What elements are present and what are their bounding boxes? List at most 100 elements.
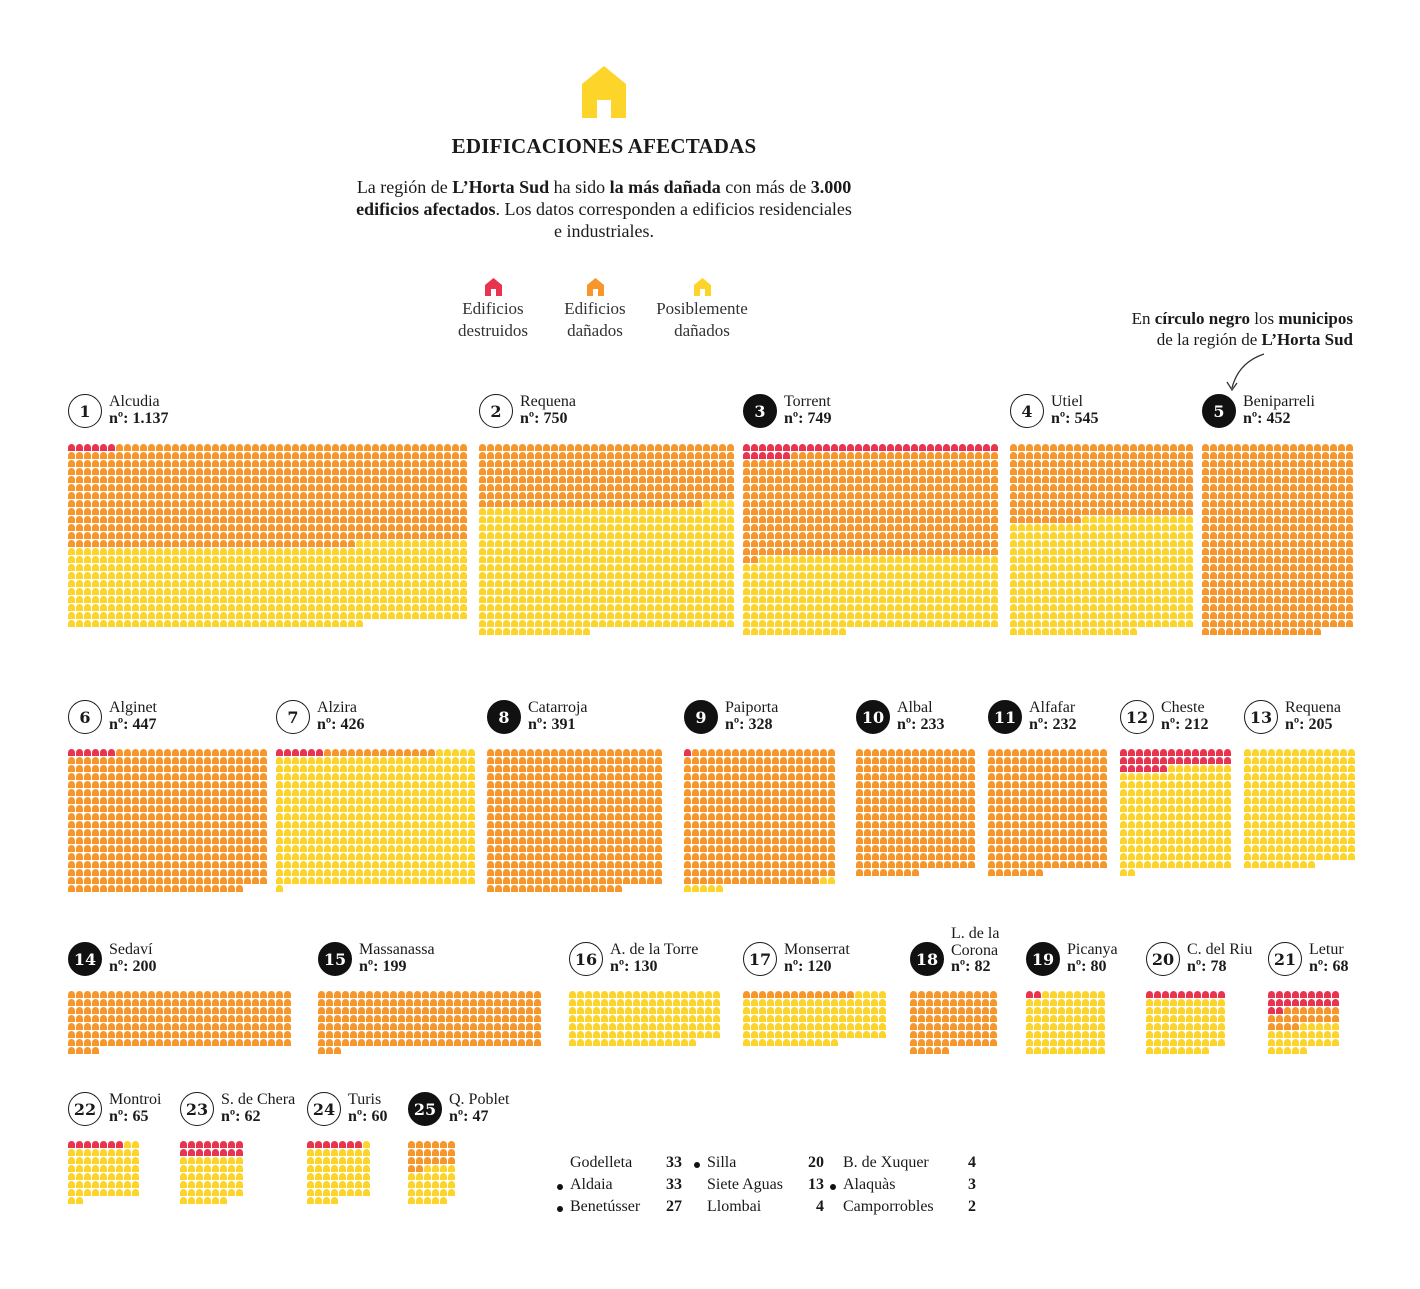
building-icon-damaged (1306, 596, 1313, 603)
building-icon-possibly (356, 620, 363, 627)
building-icon-damaged (1242, 524, 1249, 531)
building-icon-damaged (871, 452, 878, 459)
building-icon-damaged (188, 468, 195, 475)
building-icon-damaged (543, 789, 550, 796)
building-icon-possibly (591, 564, 598, 571)
building-icon-damaged (140, 789, 147, 796)
building-icon-damaged (1066, 508, 1073, 515)
building-icon-possibly (260, 572, 267, 579)
building-icon-damaged (535, 492, 542, 499)
building-icon-damaged (1026, 508, 1033, 515)
building-icon-damaged (124, 861, 131, 868)
building-icon-possibly (468, 757, 475, 764)
building-icon-damaged (823, 500, 830, 507)
building-icon-possibly (623, 572, 630, 579)
building-icon-possibly (639, 524, 646, 531)
building-icon-possibly (911, 588, 918, 595)
building-icon-possibly (519, 516, 526, 523)
building-icon-damaged (268, 468, 275, 475)
building-icon-possibly (951, 612, 958, 619)
building-icon-damaged (543, 837, 550, 844)
building-icon-damaged (967, 468, 974, 475)
building-icon-damaged (204, 821, 211, 828)
building-icon-damaged (1338, 572, 1345, 579)
building-icon-damaged (132, 540, 139, 547)
building-icon-possibly (444, 853, 451, 860)
building-icon-damaged (847, 524, 854, 531)
building-icon-possibly (68, 588, 75, 595)
building-icon-damaged (1274, 524, 1281, 531)
building-icon-damaged (607, 773, 614, 780)
building-icon-possibly (639, 588, 646, 595)
building-icon-damaged (236, 845, 243, 852)
building-icon-damaged (100, 805, 107, 812)
building-icon-damaged (631, 492, 638, 499)
building-icon-possibly (511, 564, 518, 571)
building-icon-possibly (951, 580, 958, 587)
building-icon-damaged (895, 476, 902, 483)
building-icon-possibly (204, 572, 211, 579)
building-icon-damaged (364, 460, 371, 467)
building-icon-damaged (935, 476, 942, 483)
building-icon-damaged (671, 476, 678, 483)
building-icon-damaged (164, 500, 171, 507)
building-icon-damaged (1250, 580, 1257, 587)
building-icon-damaged (212, 837, 219, 844)
building-icon-possibly (364, 861, 371, 868)
building-icon-possibly (1178, 580, 1185, 587)
building-icon-possibly (204, 588, 211, 595)
building-icon-possibly (719, 556, 726, 563)
building-icon-damaged (1250, 468, 1257, 475)
building-icon-damaged (1162, 492, 1169, 499)
building-icon-damaged (1346, 508, 1353, 515)
building-icon-damaged (228, 829, 235, 836)
building-icon-possibly (252, 620, 259, 627)
building-icon-damaged (100, 885, 107, 892)
building-icon-possibly (863, 620, 870, 627)
building-icon-damaged (124, 508, 131, 515)
building-icon-damaged (1074, 508, 1081, 515)
building-icon-damaged (148, 821, 155, 828)
building-icon-possibly (751, 580, 758, 587)
building-icon-possibly (607, 516, 614, 523)
building-icon-possibly (1130, 596, 1137, 603)
building-icon-possibly (140, 620, 147, 627)
building-icon-possibly (132, 580, 139, 587)
building-icon-possibly (460, 749, 467, 756)
building-icon-possibly (935, 620, 942, 627)
building-icon-possibly (460, 821, 467, 828)
building-icon-damaged (879, 516, 886, 523)
building-icon-possibly (452, 853, 459, 860)
building-icon-damaged (1274, 508, 1281, 515)
building-icon-possibly (1034, 596, 1041, 603)
building-icon-damaged (340, 508, 347, 515)
building-icon-possibly (879, 572, 886, 579)
building-icon-damaged (559, 781, 566, 788)
building-icon-possibly (1170, 604, 1177, 611)
building-icon-damaged (244, 484, 251, 491)
building-icon-damaged (68, 532, 75, 539)
building-icon-damaged (204, 861, 211, 868)
building-icon-possibly (364, 805, 371, 812)
building-icon-damaged (655, 492, 662, 499)
building-icon-possibly (487, 540, 494, 547)
building-icon-damaged (831, 492, 838, 499)
building-icon-damaged (871, 460, 878, 467)
building-icon-damaged (428, 444, 435, 451)
building-icon-possibly (743, 580, 750, 587)
building-icon-damaged (479, 500, 486, 507)
building-icon-damaged (647, 765, 654, 772)
building-icon-possibly (767, 628, 774, 635)
building-icon-possibly (308, 813, 315, 820)
building-icon-damaged (332, 540, 339, 547)
building-icon-possibly (599, 596, 606, 603)
building-icon-damaged (180, 452, 187, 459)
building-icon-damaged (855, 516, 862, 523)
building-icon-damaged (1330, 604, 1337, 611)
building-icon-possibly (719, 524, 726, 531)
building-icon-possibly (615, 516, 622, 523)
building-icon-possibly (759, 588, 766, 595)
building-icon-damaged (180, 532, 187, 539)
building-icon-damaged (535, 749, 542, 756)
building-icon-possibly (396, 789, 403, 796)
